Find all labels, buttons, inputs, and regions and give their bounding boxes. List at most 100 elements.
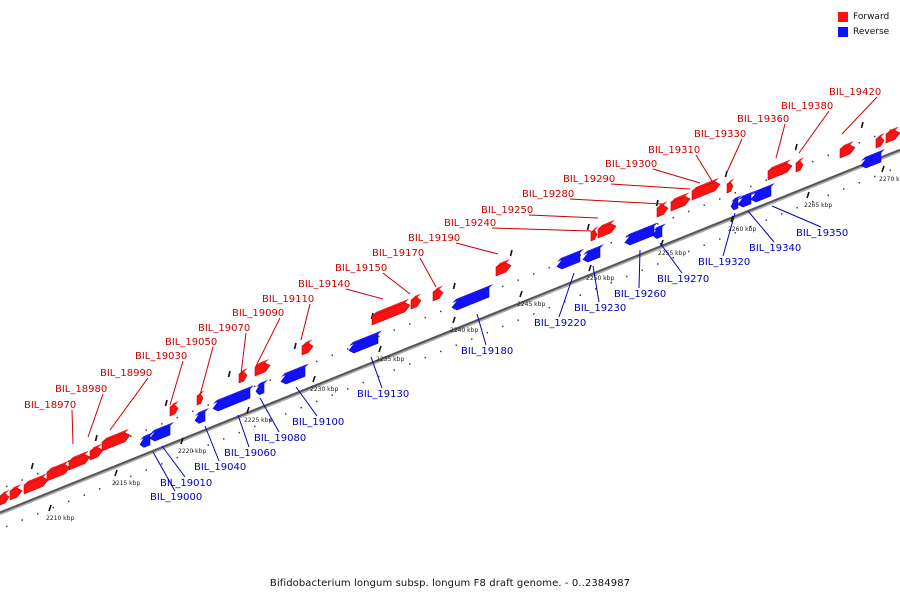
forward-gene-label[interactable]: BIL_19330: [694, 129, 746, 140]
forward-gene-top: [47, 460, 69, 472]
reverse-gene[interactable]: [139, 435, 151, 448]
track-tick: [164, 399, 168, 407]
reverse-gene[interactable]: [280, 366, 306, 385]
forward-gene-label[interactable]: BIL_19070: [198, 323, 250, 334]
forward-gene-label[interactable]: BIL_19380: [781, 101, 833, 112]
forward-gene-label[interactable]: BIL_19300: [605, 159, 657, 170]
reverse-track-dots: [6, 525, 8, 528]
forward-gene[interactable]: [0, 493, 10, 506]
forward-gene-label[interactable]: BIL_19090: [232, 308, 284, 319]
forward-gene[interactable]: [795, 160, 804, 173]
reverse-gene[interactable]: [860, 152, 882, 169]
reverse-gene-label[interactable]: BIL_19340: [749, 243, 801, 254]
forward-gene[interactable]: [9, 487, 23, 501]
reverse-gene[interactable]: [556, 252, 581, 270]
forward-track-dots: [21, 479, 23, 481]
forward-gene-label[interactable]: BIL_19290: [563, 174, 615, 185]
forward-gene[interactable]: [691, 181, 721, 201]
reverse-gene[interactable]: [652, 226, 663, 239]
forward-gene-label[interactable]: BIL_19240: [444, 218, 496, 229]
reverse-gene-label[interactable]: BIL_19320: [698, 257, 750, 268]
reverse-gene-label[interactable]: BIL_19260: [614, 289, 666, 300]
forward-gene-label[interactable]: BIL_19310: [648, 145, 700, 156]
reverse-gene[interactable]: [194, 411, 206, 424]
forward-gene[interactable]: [68, 454, 91, 471]
reverse-gene[interactable]: [582, 247, 601, 263]
forward-gene[interactable]: [839, 144, 856, 159]
forward-gene-label[interactable]: BIL_19190: [408, 233, 460, 244]
reverse-gene-label[interactable]: BIL_19350: [796, 228, 848, 239]
forward-gene[interactable]: [89, 447, 104, 461]
reverse-gene[interactable]: [255, 383, 265, 396]
forward-gene-label[interactable]: BIL_19030: [135, 351, 187, 362]
forward-gene[interactable]: [101, 432, 131, 452]
reverse-gene-label[interactable]: BIL_19130: [357, 389, 409, 400]
forward-gene[interactable]: [238, 371, 248, 384]
forward-gene[interactable]: [875, 136, 885, 149]
reverse-gene-label[interactable]: BIL_19270: [657, 274, 709, 285]
reverse-gene[interactable]: [451, 287, 490, 311]
forward-gene[interactable]: [23, 477, 49, 495]
forward-gene[interactable]: [726, 182, 734, 194]
legend-item-reverse[interactable]: Reverse: [838, 24, 898, 39]
forward-gene-label[interactable]: BIL_19250: [481, 205, 533, 216]
forward-gene[interactable]: [656, 205, 669, 218]
forward-gene-label[interactable]: BIL_18990: [100, 368, 152, 379]
reverse-track-dots: [99, 488, 101, 490]
reverse-gene-label[interactable]: BIL_19000: [150, 492, 202, 503]
reverse-gene[interactable]: [737, 194, 752, 208]
forward-gene-label[interactable]: BIL_19280: [522, 189, 574, 200]
forward-gene-label[interactable]: BIL_19170: [372, 248, 424, 259]
forward-gene[interactable]: [432, 289, 444, 302]
reverse-gene-label[interactable]: BIL_19080: [254, 433, 306, 444]
forward-gene[interactable]: [254, 362, 271, 377]
forward-track-dots: [812, 160, 814, 163]
forward-gene-label[interactable]: BIL_19140: [298, 279, 350, 290]
reverse-track-dots: [827, 194, 829, 197]
forward-gene[interactable]: [410, 297, 422, 310]
forward-gene[interactable]: [885, 130, 900, 144]
reverse-gene-top: [140, 431, 154, 440]
forward-gene[interactable]: [371, 302, 411, 326]
forward-gene[interactable]: [196, 394, 204, 406]
forward-track-dots: [254, 385, 256, 388]
legend-item-forward[interactable]: Forward: [838, 9, 898, 24]
reverse-gene[interactable]: [730, 198, 739, 211]
legend: Forward Reverse: [838, 9, 898, 39]
forward-gene-label[interactable]: BIL_19420: [829, 87, 881, 98]
reverse-gene-label[interactable]: BIL_19100: [292, 417, 344, 428]
forward-gene[interactable]: [590, 230, 598, 242]
forward-gene[interactable]: [767, 163, 793, 181]
forward-gene[interactable]: [597, 223, 617, 239]
reverse-gene-label[interactable]: BIL_19230: [574, 303, 626, 314]
forward-gene-top: [692, 177, 719, 191]
forward-gene-label[interactable]: BIL_19110: [262, 294, 314, 305]
scale-tick-label: 2245 kbp: [517, 301, 545, 308]
reverse-track-dots: [858, 182, 860, 184]
forward-track-dots: [409, 323, 411, 325]
reverse-gene[interactable]: [348, 333, 379, 354]
forward-gene[interactable]: [169, 404, 179, 417]
reverse-gene-label[interactable]: BIL_19220: [534, 318, 586, 329]
reverse-gene[interactable]: [750, 186, 772, 203]
reverse-track-dots: [471, 338, 473, 340]
reverse-gene-label[interactable]: BIL_19180: [461, 346, 513, 357]
reverse-gene[interactable]: [624, 225, 655, 246]
reverse-gene-label[interactable]: BIL_19060: [224, 448, 276, 459]
forward-gene-label[interactable]: BIL_18970: [24, 400, 76, 411]
reverse-gene-label[interactable]: BIL_19040: [194, 462, 246, 473]
forward-gene-label[interactable]: BIL_19150: [335, 263, 387, 274]
reverse-track-dots: [734, 231, 736, 234]
forward-gene[interactable]: [301, 343, 314, 356]
forward-gene-label[interactable]: BIL_19050: [165, 337, 217, 348]
forward-gene[interactable]: [495, 262, 512, 277]
forward-leader-line: [528, 214, 599, 219]
reverse-gene[interactable]: [149, 425, 171, 442]
forward-gene-label[interactable]: BIL_19360: [737, 114, 789, 125]
reverse-gene-label[interactable]: BIL_19010: [160, 478, 212, 489]
forward-gene-top: [433, 285, 443, 292]
reverse-gene[interactable]: [212, 388, 251, 412]
forward-gene[interactable]: [46, 464, 71, 482]
forward-gene-label[interactable]: BIL_18980: [55, 384, 107, 395]
forward-gene[interactable]: [670, 196, 691, 212]
